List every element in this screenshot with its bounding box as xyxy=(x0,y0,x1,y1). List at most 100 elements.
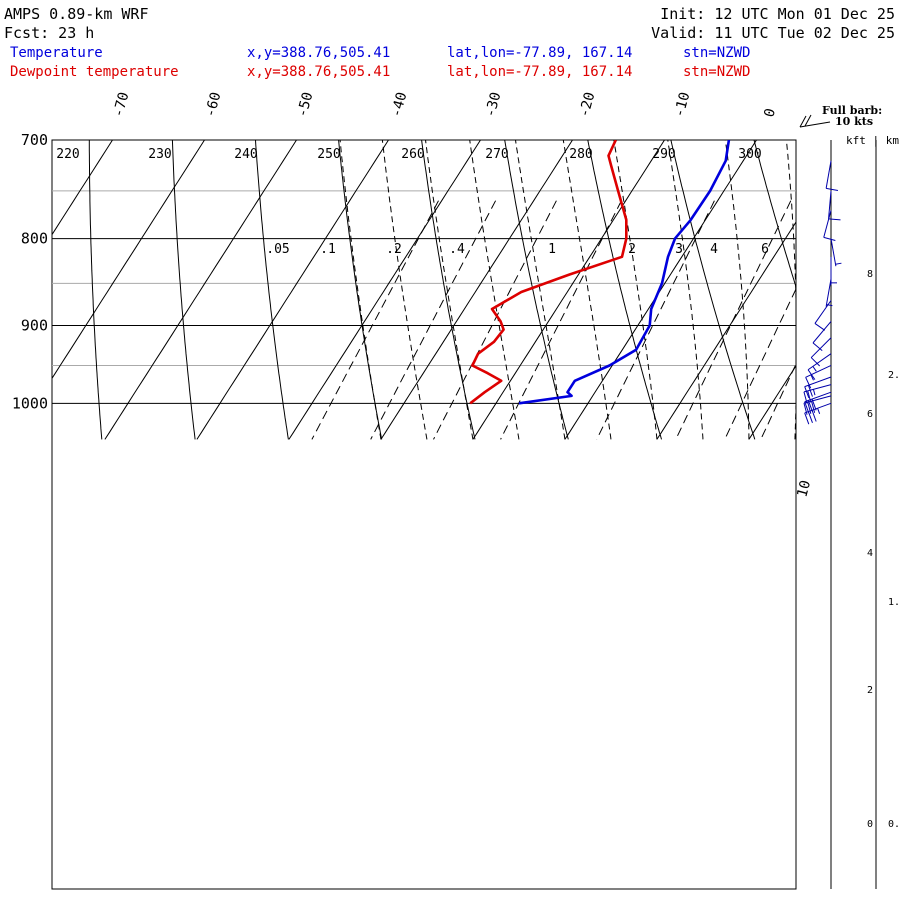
legend-temperature-name: Temperature xyxy=(10,45,103,61)
mixing-ratio-label: 6 xyxy=(761,242,769,257)
isotherm xyxy=(52,140,113,236)
theta-label: 240 xyxy=(234,147,257,162)
mixing-ratio-line xyxy=(370,200,497,440)
kft-tick-label: 8 xyxy=(867,269,873,280)
forecast-hour: Fcst: 23 h xyxy=(4,24,94,42)
wind-barb-staff xyxy=(807,353,832,371)
wind-barb xyxy=(805,365,832,389)
wind-barb-staff xyxy=(804,391,832,403)
isotherm xyxy=(196,140,389,440)
dry-adiabat xyxy=(254,140,289,440)
mixing-ratio-label: .2 xyxy=(386,242,402,257)
dry-adiabat xyxy=(831,119,900,440)
wind-barb xyxy=(823,210,836,242)
theta-label: 290 xyxy=(652,147,675,162)
pressure-tick-label: 1000 xyxy=(12,394,48,412)
moist-adiabat xyxy=(381,140,428,440)
barb-key-symbol xyxy=(799,114,831,128)
mixing-ratio-label: 3 xyxy=(675,242,683,257)
wind-barb-flag xyxy=(823,236,836,242)
isotherm xyxy=(52,140,205,380)
legend-dewpoint-latlon: lat,lon=-77.89, 167.14 xyxy=(447,64,632,80)
wind-barb-flag xyxy=(807,390,812,403)
wind-barb xyxy=(804,391,832,414)
wind-barb-flag xyxy=(807,402,812,414)
barb-key-speed: 10 kts xyxy=(835,115,873,128)
wind-barb xyxy=(830,256,837,285)
wind-barb-flag xyxy=(807,369,816,380)
moist-adiabat xyxy=(841,119,851,440)
mixing-ratio-line xyxy=(596,200,715,440)
isotherm xyxy=(748,364,796,440)
wind-barb-staff xyxy=(825,160,832,189)
mixing-ratio-label: 1 xyxy=(548,242,556,257)
moist-adiabat xyxy=(339,140,382,440)
wind-barb-flag xyxy=(807,411,813,424)
wind-barb xyxy=(828,190,841,221)
wind-barb xyxy=(810,337,832,367)
dry-adiabat xyxy=(587,140,662,440)
wind-barb-half-flag xyxy=(835,262,842,265)
kft-tick-label: 4 xyxy=(867,548,873,559)
isotherm xyxy=(288,140,481,440)
pressure-tick-label: 800 xyxy=(21,230,48,248)
dry-adiabat xyxy=(670,140,756,440)
moist-adiabat xyxy=(514,140,566,440)
wind-barb-half-flag xyxy=(810,374,814,381)
legend-dewpoint-station: stn=NZWD xyxy=(683,64,750,80)
wind-barb xyxy=(830,238,842,267)
wind-barb-half-flag xyxy=(812,366,817,372)
wind-barb-flag xyxy=(811,401,816,413)
wind-barb-staff xyxy=(803,384,832,393)
theta-label: 280 xyxy=(569,147,592,162)
wind-barb-flag xyxy=(814,323,826,331)
wind-barb xyxy=(807,353,832,380)
wind-barb-staff xyxy=(823,210,832,238)
wind-barb-flag xyxy=(812,342,823,351)
legend-dewpoint-name: Dewpoint temperature xyxy=(10,64,179,80)
mixing-ratio-line xyxy=(500,200,622,440)
wind-barb xyxy=(803,384,832,404)
isotherm-label: -70 xyxy=(110,90,132,119)
isotherm-label: 10 xyxy=(794,479,814,499)
mixing-ratio-line xyxy=(311,200,439,440)
isotherm-label: 0 xyxy=(761,107,779,119)
moist-adiabat xyxy=(785,140,796,440)
mixing-ratio-label: 4 xyxy=(710,242,718,257)
temperature-line xyxy=(518,140,731,405)
isotherm-label: -50 xyxy=(294,90,316,119)
valid-time: Valid: 11 UTC Tue 02 Dec 25 xyxy=(651,24,895,42)
km-tick-label: 0. xyxy=(888,819,900,830)
moist-adiabat xyxy=(469,140,520,440)
dry-adiabat xyxy=(504,140,569,440)
pressure-tick-label: 900 xyxy=(21,317,48,335)
wind-barb-flag xyxy=(807,385,813,397)
init-time: Init: 12 UTC Mon 01 Dec 25 xyxy=(660,5,895,23)
mixing-ratio-label: .1 xyxy=(320,242,336,257)
mixing-ratio-label: .4 xyxy=(449,242,465,257)
legend-temperature-xy: x,y=388.76,505.41 xyxy=(247,45,390,61)
wind-barb-staff xyxy=(812,321,832,344)
isotherm-label: -60 xyxy=(202,90,224,119)
kft-tick-label: 2 xyxy=(867,685,873,696)
legend-temperature-station: stn=NZWD xyxy=(683,45,750,61)
mixing-ratio-line xyxy=(760,363,796,440)
wind-barb-flag xyxy=(811,398,817,411)
wind-barb-flag xyxy=(828,218,841,221)
moist-adiabat xyxy=(424,140,474,440)
wind-barb-staff xyxy=(828,190,832,219)
barb-key-title: Full barb: xyxy=(822,104,882,117)
wind-barb-flag xyxy=(810,357,821,367)
theta-label: 220 xyxy=(56,147,79,162)
isotherm-label: -10 xyxy=(671,90,693,119)
mixing-ratio-label: 2 xyxy=(628,242,636,257)
wind-barb-flag xyxy=(826,187,839,191)
mixing-ratio-line xyxy=(724,287,796,440)
mixing-ratio-line xyxy=(675,200,792,440)
wind-barb xyxy=(804,402,832,425)
moist-adiabat xyxy=(613,140,658,440)
wind-barb-flag xyxy=(807,400,813,412)
isotherm xyxy=(656,221,796,440)
wind-barb-half-flag xyxy=(812,389,816,396)
